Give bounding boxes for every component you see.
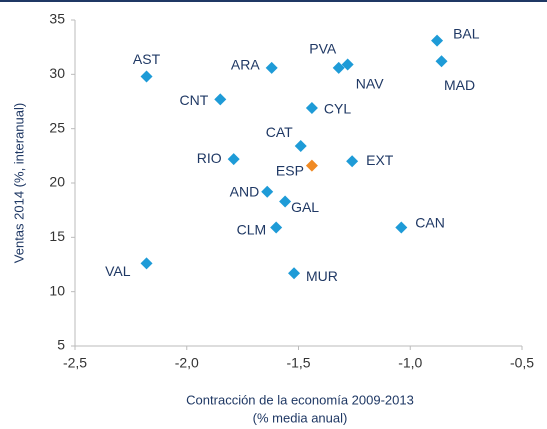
- y-axis-title: Ventas 2014 (%, interanual): [11, 103, 26, 263]
- point-label: AND: [230, 183, 260, 199]
- x-axis-title: Contracción de la economía 2009-2013: [186, 392, 414, 407]
- point: [332, 61, 345, 74]
- y-tick-label: 35: [49, 11, 65, 27]
- x-tick-label: -0,5: [510, 355, 534, 371]
- point-label: CYL: [324, 101, 351, 117]
- point: [341, 58, 354, 71]
- point: [431, 34, 444, 47]
- point: [305, 159, 318, 172]
- point-label: MAD: [444, 77, 475, 93]
- point: [261, 185, 274, 198]
- x-axis-title: (% media anual): [253, 410, 348, 425]
- point-label: CAT: [266, 124, 293, 140]
- y-tick-label: 10: [49, 282, 65, 298]
- point: [270, 221, 283, 234]
- point: [140, 70, 153, 83]
- point: [227, 153, 240, 166]
- point: [346, 155, 359, 168]
- x-tick-label: -1,5: [286, 355, 310, 371]
- y-tick-label: 30: [49, 65, 65, 81]
- point: [214, 93, 227, 106]
- point: [279, 195, 292, 208]
- y-tick-label: 15: [49, 228, 65, 244]
- point-label: VAL: [105, 263, 131, 279]
- point-label: RIO: [197, 150, 222, 166]
- point-label: ARA: [231, 57, 260, 73]
- point: [395, 221, 408, 234]
- point-label: EXT: [366, 152, 394, 168]
- point-label: CAN: [415, 214, 445, 230]
- point-label: CNT: [179, 92, 208, 108]
- point-label: GAL: [291, 199, 319, 215]
- point: [305, 102, 318, 115]
- point-label: CLM: [237, 221, 267, 237]
- y-tick-label: 20: [49, 174, 65, 190]
- point: [294, 140, 307, 153]
- point-label: PVA: [309, 41, 337, 57]
- point: [265, 61, 278, 74]
- y-tick-label: 25: [49, 119, 65, 135]
- point: [435, 55, 448, 68]
- point-label: AST: [133, 51, 161, 67]
- point-label: NAV: [356, 75, 384, 91]
- x-tick-label: -1,0: [398, 355, 422, 371]
- point: [288, 267, 301, 280]
- x-tick-label: -2,5: [63, 355, 87, 371]
- point-label: ESP: [276, 162, 304, 178]
- point-label: MUR: [306, 268, 338, 284]
- y-tick-label: 5: [57, 337, 65, 353]
- x-tick-label: -2,0: [175, 355, 199, 371]
- point-label: BAL: [453, 25, 480, 41]
- point: [140, 257, 153, 270]
